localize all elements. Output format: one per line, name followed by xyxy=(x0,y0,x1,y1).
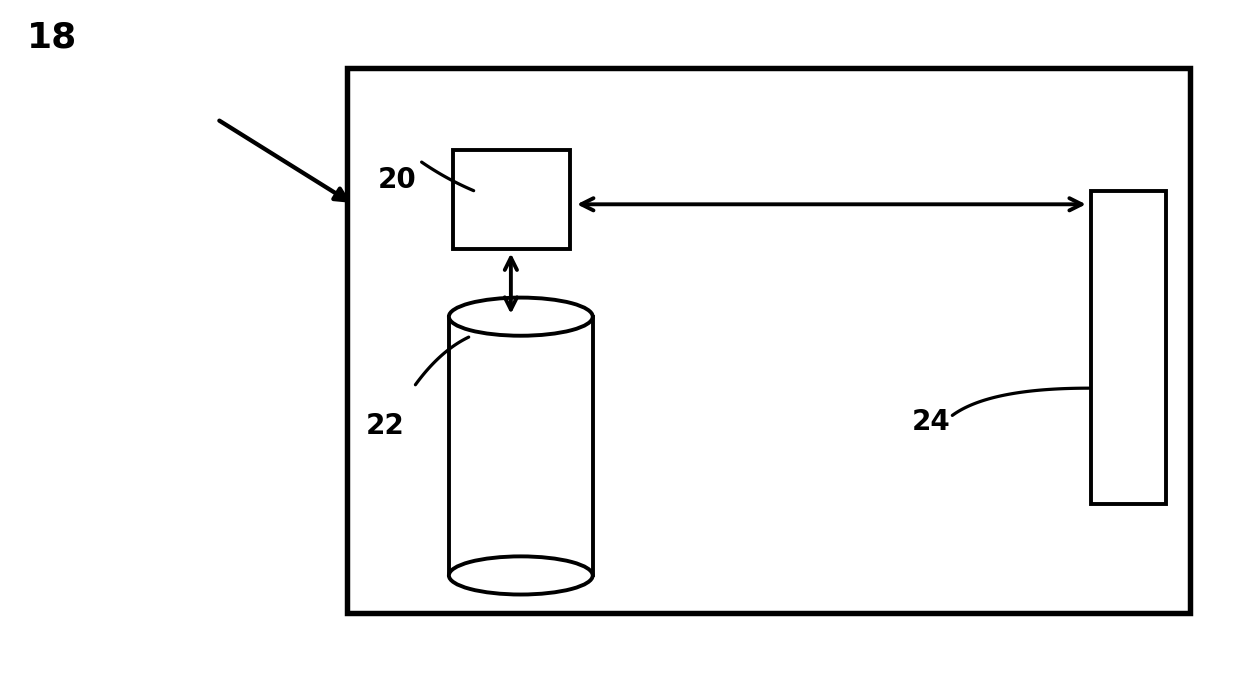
Text: 24: 24 xyxy=(911,408,950,437)
Ellipse shape xyxy=(449,298,593,336)
Bar xyxy=(453,150,570,249)
Text: 22: 22 xyxy=(366,411,404,440)
Text: 18: 18 xyxy=(27,20,78,54)
Bar xyxy=(1091,191,1166,504)
Ellipse shape xyxy=(449,556,593,595)
Text: 20: 20 xyxy=(378,166,417,195)
Bar xyxy=(347,68,1190,613)
